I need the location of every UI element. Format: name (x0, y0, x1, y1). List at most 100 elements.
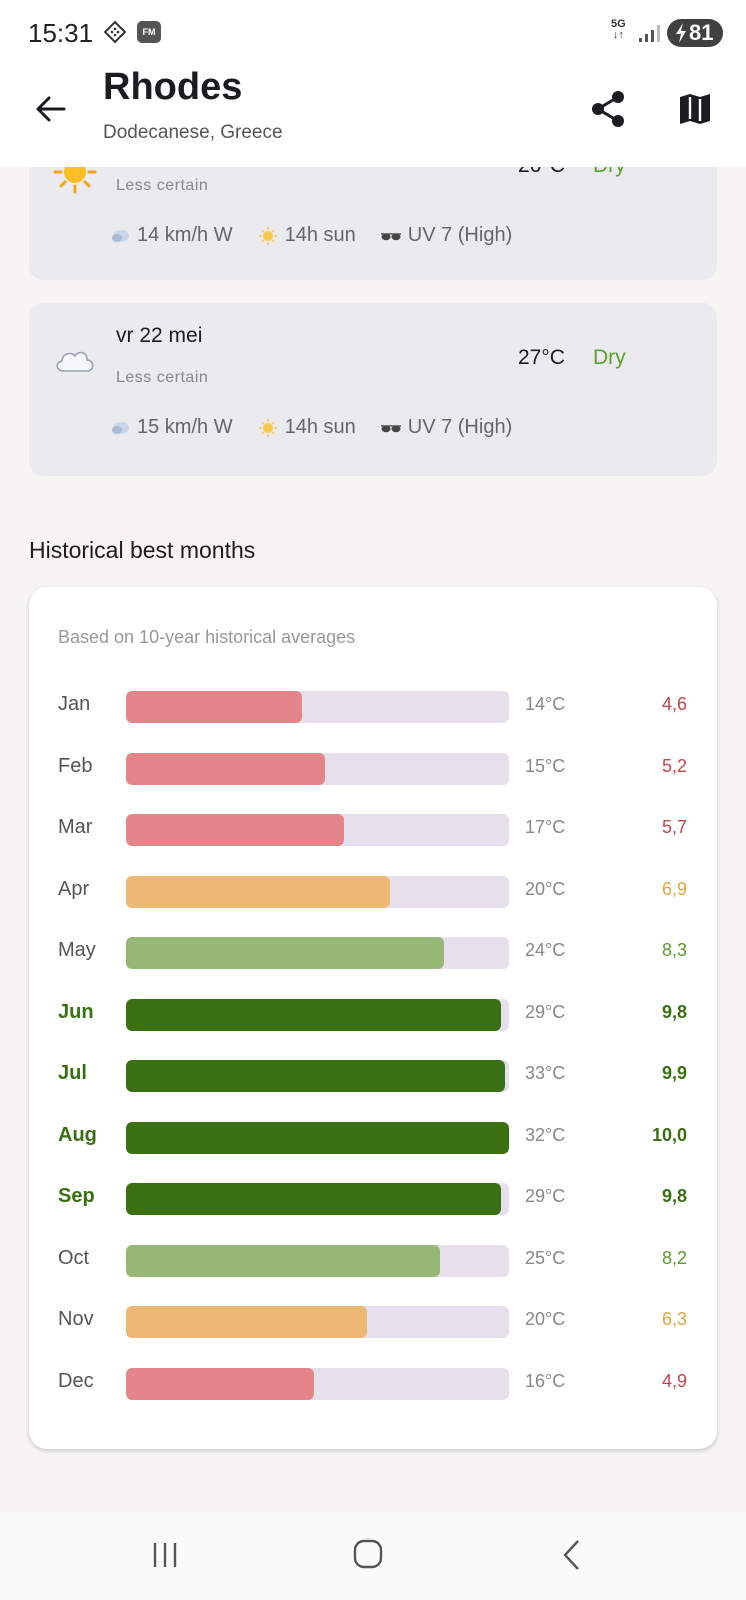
back-arrow-icon[interactable] (34, 92, 68, 126)
month-row: May 24°C 8,3 (29, 933, 717, 995)
month-score: 5,7 (661, 817, 687, 837)
score-bar-track (126, 1060, 509, 1092)
month-score: 8,3 (661, 940, 687, 960)
score-bar-fill (126, 691, 303, 723)
score-bar-track (126, 998, 509, 1031)
map-icon[interactable] (678, 92, 712, 126)
score-bar-fill (126, 814, 345, 846)
month-name: Jun (58, 1000, 94, 1023)
score-bar-track (126, 814, 509, 846)
forecast-certainty: Less certain (116, 177, 209, 194)
month-score: 6,3 (661, 1309, 687, 1329)
app-header: Rhodes Dodecanese, Greece (0, 66, 746, 167)
fm-app-icon: FM (137, 21, 161, 43)
wind-icon (112, 229, 129, 242)
month-score: 4,6 (661, 694, 687, 714)
month-score: 9,8 (661, 1001, 687, 1022)
month-name: Nov (58, 1308, 94, 1330)
sun-small-icon (258, 226, 277, 245)
status-bar: 15:31 FM 5G ↓↑ 81 (0, 0, 746, 66)
month-row: Sep 29°C 9,8 (29, 1179, 717, 1241)
month-name: May (58, 939, 96, 961)
month-temp: 33°C (525, 1063, 566, 1083)
score-bar-track (126, 691, 509, 723)
wind-value: 15 km/h W (137, 416, 233, 438)
forecast-details: 14 km/h W 14h sun UV 7 (High) (109, 224, 536, 247)
month-temp: 32°C (525, 1124, 566, 1145)
recent-apps-icon[interactable] (145, 1538, 185, 1572)
signal-icon (639, 25, 660, 42)
historical-card: Based on 10-year historical averages Jan… (29, 587, 717, 1449)
wind-icon (112, 421, 129, 434)
month-row: Apr 20°C 6,9 (29, 872, 717, 934)
month-temp: 15°C (525, 755, 566, 776)
battery-indicator: 81 (667, 19, 723, 47)
month-name: Sep (58, 1185, 95, 1207)
month-score: 9,9 (661, 1063, 687, 1083)
score-bar-fill (126, 937, 444, 969)
month-temp: 16°C (525, 1370, 566, 1391)
score-bar-track (126, 875, 509, 908)
score-bar-track (126, 1183, 509, 1215)
month-temp: 14°C (525, 694, 566, 714)
month-name: Mar (58, 816, 93, 838)
score-bar-track (126, 937, 509, 969)
section-title: Historical best months (29, 537, 256, 563)
month-temp: 25°C (525, 1247, 566, 1268)
score-bar-fill (126, 1060, 506, 1092)
month-row: Mar 17°C 5,7 (29, 810, 717, 872)
score-bar-track (126, 1121, 509, 1154)
score-bar-fill (126, 1183, 502, 1215)
forecast-certainty: Less certain (116, 369, 209, 386)
month-temp: 29°C (525, 1186, 566, 1206)
score-bar-fill (126, 752, 326, 785)
page-subtitle: Dodecanese, Greece (103, 122, 283, 143)
month-temp: 24°C (525, 940, 566, 960)
charging-icon (676, 23, 686, 43)
month-row: Oct 25°C 8,2 (29, 1241, 717, 1303)
month-name: Jan (58, 693, 91, 715)
month-row: Jul 33°C 9,9 (29, 1056, 717, 1118)
month-temp: 29°C (525, 1001, 566, 1022)
month-row: Jun 29°C 9,8 (29, 995, 717, 1057)
share-icon[interactable] (590, 90, 626, 128)
month-name: Apr (58, 877, 90, 900)
network-type: 5G ↓↑ (611, 18, 626, 41)
month-name: Dec (58, 1369, 94, 1392)
back-nav-icon[interactable] (553, 1538, 593, 1572)
forecast-details: 15 km/h W 14h sun UV 7 (High) (109, 416, 536, 439)
score-bar-track (126, 1244, 509, 1277)
month-row: Jan 14°C 4,6 (29, 687, 717, 749)
forecast-card[interactable]: vr 22 mei Less certain 27°C Dry 15 km/h … (29, 303, 717, 476)
month-row: Dec 16°C 4,9 (29, 1364, 717, 1426)
score-bar-fill (126, 998, 502, 1031)
month-name: Jul (58, 1062, 87, 1084)
month-temp: 17°C (525, 817, 566, 837)
month-list: Jan 14°C 4,6 Feb 15°C 5,2 Mar 17°C 5,7 Apr 20°C 6,9… (29, 687, 717, 1425)
forecast-condition: Dry (593, 346, 626, 369)
score-bar-fill (126, 1367, 314, 1400)
sun-small-icon (258, 418, 277, 437)
month-score: 6,9 (661, 878, 687, 899)
score-bar-fill (126, 1306, 368, 1338)
page-title: Rhodes (103, 66, 243, 108)
system-nav-bar (0, 1512, 746, 1600)
historical-note: Based on 10-year historical averages (58, 627, 356, 647)
battery-level: 81 (689, 20, 714, 45)
sunglasses-icon (380, 424, 401, 432)
month-row: Feb 15°C 5,2 (29, 749, 717, 811)
uv-index: UV 7 (High) (407, 224, 513, 246)
month-temp: 20°C (525, 878, 566, 899)
sun-hours: 14h sun (284, 224, 356, 246)
month-score: 9,8 (661, 1186, 687, 1206)
month-temp: 20°C (525, 1309, 566, 1329)
uv-index: UV 7 (High) (407, 416, 513, 438)
home-icon[interactable] (348, 1538, 388, 1572)
score-bar-fill (126, 1244, 441, 1277)
location-grid-icon (103, 20, 127, 44)
month-score: 5,2 (661, 755, 687, 776)
score-bar-fill (126, 875, 391, 908)
cloud-icon (56, 351, 94, 372)
status-time: 15:31 (28, 18, 94, 48)
sun-hours: 14h sun (284, 416, 356, 438)
